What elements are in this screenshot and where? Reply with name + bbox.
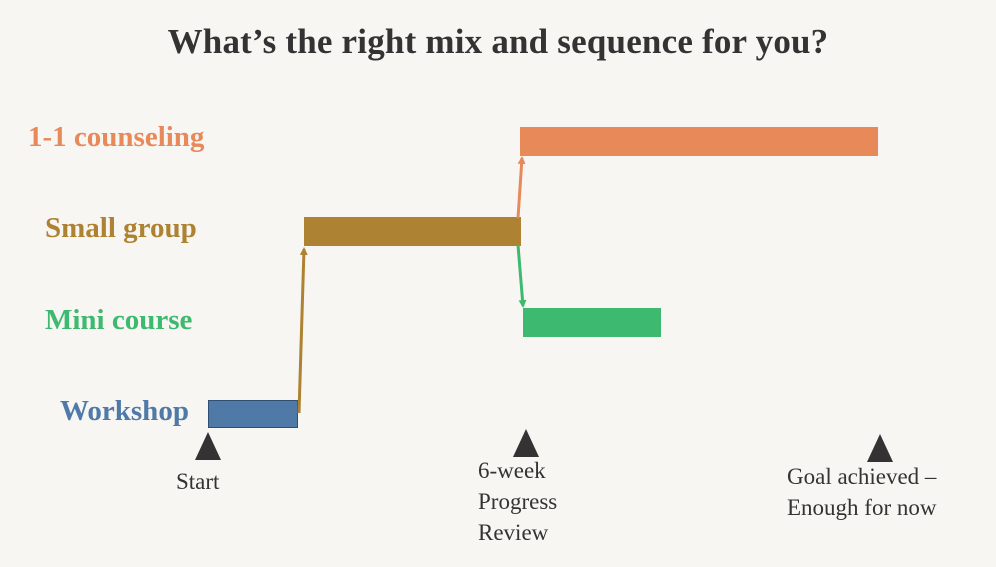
arrow-small-group-to-counseling — [516, 156, 526, 219]
triangle-marker-start-icon — [195, 432, 221, 460]
row-label-mini-course: Mini course — [45, 304, 193, 336]
triangle-marker-review-icon — [513, 429, 539, 457]
row-label-small-group: Small group — [45, 212, 197, 244]
bar-mini-course — [523, 308, 661, 337]
arrow-workshop-to-small-group — [297, 247, 308, 414]
row-label-counseling: 1-1 counseling — [28, 121, 205, 153]
bar-counseling — [520, 127, 878, 156]
marker-label-start: Start — [176, 469, 220, 494]
marker-label-goal: Goal achieved – Enough for now — [787, 464, 937, 520]
bar-workshop — [208, 400, 298, 428]
row-label-workshop: Workshop — [60, 395, 189, 427]
arrow-small-group-to-mini-course — [516, 244, 527, 308]
marker-label-review: 6-week Progress Review — [478, 458, 558, 545]
triangle-marker-goal-icon — [867, 434, 893, 462]
diagram-title: What’s the right mix and sequence for yo… — [167, 22, 829, 61]
bar-small-group — [304, 217, 521, 246]
